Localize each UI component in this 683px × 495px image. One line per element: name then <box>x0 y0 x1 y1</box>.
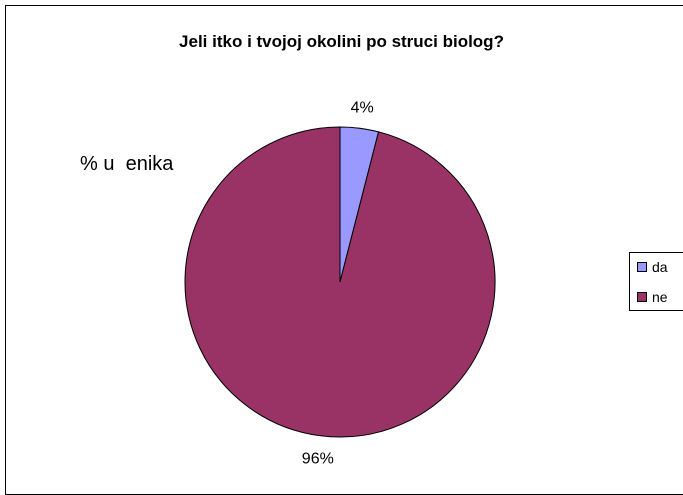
legend: da ne <box>629 252 683 311</box>
legend-swatch-da <box>637 262 647 272</box>
series-label: % u enika <box>80 153 174 175</box>
pie-slice-ne <box>184 126 496 438</box>
legend-swatch-ne <box>637 292 647 302</box>
chart-title: Jeli itko i tvojoj okolini po struci bio… <box>179 32 504 51</box>
legend-label-da: da <box>652 259 668 275</box>
legend-label-ne: ne <box>652 289 668 305</box>
data-label-da: 4% <box>351 99 374 116</box>
legend-item-ne: ne <box>637 289 668 305</box>
data-label-ne: 96% <box>302 451 334 468</box>
legend-item-da: da <box>637 259 668 275</box>
